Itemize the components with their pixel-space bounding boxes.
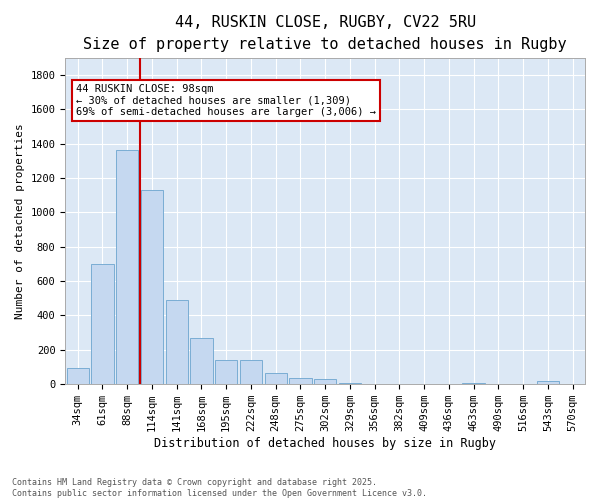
Bar <box>463 382 485 384</box>
Bar <box>141 190 163 384</box>
Bar <box>537 381 559 384</box>
Y-axis label: Number of detached properties: Number of detached properties <box>15 123 25 319</box>
Bar <box>314 378 336 384</box>
Text: 44 RUSKIN CLOSE: 98sqm
← 30% of detached houses are smaller (1,309)
69% of semi-: 44 RUSKIN CLOSE: 98sqm ← 30% of detached… <box>76 84 376 117</box>
Bar <box>166 300 188 384</box>
Bar <box>289 378 311 384</box>
Bar <box>339 382 361 384</box>
Bar <box>116 150 138 384</box>
Bar <box>215 360 237 384</box>
Bar <box>240 360 262 384</box>
Bar <box>67 368 89 384</box>
Bar <box>91 264 113 384</box>
Bar <box>265 373 287 384</box>
Bar <box>190 338 212 384</box>
Title: 44, RUSKIN CLOSE, RUGBY, CV22 5RU
Size of property relative to detached houses i: 44, RUSKIN CLOSE, RUGBY, CV22 5RU Size o… <box>83 15 567 52</box>
X-axis label: Distribution of detached houses by size in Rugby: Distribution of detached houses by size … <box>154 437 496 450</box>
Text: Contains HM Land Registry data © Crown copyright and database right 2025.
Contai: Contains HM Land Registry data © Crown c… <box>12 478 427 498</box>
